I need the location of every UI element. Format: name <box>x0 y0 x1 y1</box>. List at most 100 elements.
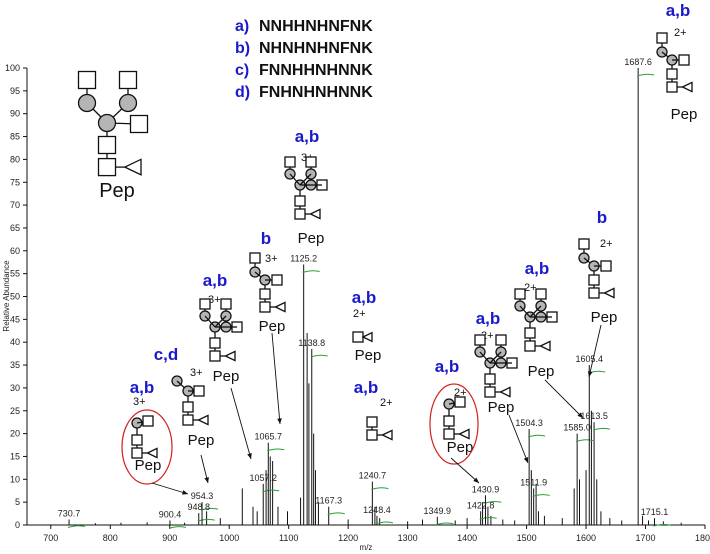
annotation-peptide: Pep <box>259 318 286 335</box>
annotation-label: a,b <box>130 378 155 397</box>
fucose-triangle <box>541 341 551 350</box>
galactose-circle <box>99 115 116 132</box>
charge-state: 2+ <box>524 282 537 294</box>
galactose-circle <box>79 95 96 112</box>
annotation-peptide: Pep <box>671 106 698 123</box>
peak-annotation: a,b 2+ Pep <box>515 259 583 418</box>
monoisotopic-marker <box>267 449 284 451</box>
glcnac-square <box>194 386 204 396</box>
x-tick-label: 1700 <box>636 533 656 543</box>
y-tick-label: 5 <box>15 497 20 507</box>
fucose-triangle <box>199 415 209 424</box>
peak-label: 1349.9 <box>424 506 452 516</box>
monoisotopic-marker <box>169 527 186 529</box>
annotation-label: b <box>261 229 271 248</box>
peak-label: 1585.0 <box>563 423 591 433</box>
peak-label: 1167.3 <box>315 496 342 506</box>
annotation-arrow <box>272 333 280 424</box>
x-tick-label: 1500 <box>517 533 537 543</box>
annotation-arrow <box>545 380 583 418</box>
fucose-triangle <box>605 288 615 297</box>
charge-state: 2+ <box>380 397 393 409</box>
y-tick-label: 15 <box>10 451 20 461</box>
arrow-head <box>204 477 209 483</box>
annotation-peptide: Pep <box>591 309 618 326</box>
glcnac-square <box>99 159 116 176</box>
glcnac-square <box>444 416 454 426</box>
x-tick-label: 1300 <box>398 533 418 543</box>
charge-state: 3+ <box>133 396 146 408</box>
peak-label: 1240.7 <box>359 471 387 481</box>
peak-label: 1687.6 <box>624 57 652 67</box>
y-tick-label: 35 <box>10 360 20 370</box>
peak-label: 1125.2 <box>290 254 317 264</box>
peak-annotation: a,b3+ Pep <box>122 378 188 495</box>
x-axis-title: m/z <box>360 543 373 552</box>
fucose-triangle <box>125 159 141 175</box>
annotation-label: a,b <box>354 378 379 397</box>
y-tick-label: 40 <box>10 337 20 347</box>
glcnac-square <box>131 116 148 133</box>
annotation-label: b <box>597 208 607 227</box>
y-tick-label: 30 <box>10 383 20 393</box>
fucose-triangle <box>311 209 321 218</box>
fucose-triangle <box>460 429 470 438</box>
arrow-head <box>182 490 188 494</box>
arrow-head <box>247 453 251 459</box>
x-tick-label: 1200 <box>338 533 358 543</box>
charge-state: 2+ <box>353 308 366 320</box>
x-tick-label: 1000 <box>219 533 239 543</box>
monoisotopic-marker <box>311 355 328 357</box>
monoisotopic-marker <box>303 271 320 273</box>
peak-annotation: a,b2+Pep <box>352 288 382 364</box>
glcnac-square <box>485 387 495 397</box>
monoisotopic-marker <box>637 74 654 76</box>
peak-annotation: a,b2+Pep <box>657 1 697 123</box>
sequence-legend: a) NNHHNHNFNKb) NHNHNHNFNKc) FNNHHNHNNKd) FN… <box>235 18 373 101</box>
glcnac-square <box>295 196 305 206</box>
annotation-label: a,b <box>476 309 501 328</box>
glcnac-square <box>183 415 193 425</box>
x-tick-label: 1100 <box>279 533 298 543</box>
fucose-triangle <box>363 333 372 342</box>
annotation-peptide: Pep <box>188 432 215 449</box>
y-tick-label: 55 <box>10 269 20 279</box>
annotation-label: c,d <box>154 345 179 364</box>
annotation-label: a,b <box>352 288 377 307</box>
glcnac-square <box>515 289 525 299</box>
annotation-arrow <box>152 483 188 494</box>
legend-key: a) <box>235 18 249 35</box>
peak-label: 900.4 <box>159 509 182 519</box>
y-tick-label: 10 <box>10 474 20 484</box>
peak-annotation: a,b2+ <box>354 378 393 440</box>
peak-label: 1057.2 <box>249 473 277 483</box>
glycan-peptide-label: Pep <box>99 180 135 202</box>
annotation-label: a,b <box>295 127 320 146</box>
annotation-label: a,b <box>666 1 691 20</box>
peak-label: 948.8 <box>187 502 210 512</box>
peak-annotation: a,b2+Pep <box>475 309 528 463</box>
glcnac-square <box>285 157 295 167</box>
x-tick-label: 700 <box>43 533 58 543</box>
y-tick-label: 60 <box>10 246 20 256</box>
annotation-peptide: Pep <box>528 363 555 380</box>
x-axis-ticks: 700 800 900 1000 1100 1200 1300 1400 1500 1600 170… <box>43 525 710 543</box>
y-tick-label: 50 <box>10 292 20 302</box>
glcnac-square <box>367 417 377 427</box>
legend-sequence: NNHHNHNFNK <box>259 18 373 35</box>
glcnac-square <box>601 261 611 271</box>
peak-annotation: b3+Pep <box>250 229 285 424</box>
annotation-arrow <box>231 388 251 459</box>
glcnac-square <box>579 239 589 249</box>
peak-label: 1422.8 <box>467 500 495 510</box>
legend-sequence: FNHNHNHNNK <box>259 84 373 101</box>
monoisotopic-marker <box>576 440 593 442</box>
glcnac-square <box>210 338 220 348</box>
annotation-label: a,b <box>525 259 550 278</box>
glcnac-square <box>536 289 546 299</box>
glcnac-square <box>475 335 485 345</box>
peak-label: 954.3 <box>191 491 214 501</box>
peak-annotation: c,d 3+ Pep <box>154 345 215 483</box>
peak-label: 1138.8 <box>298 338 325 348</box>
monoisotopic-marker <box>68 526 85 528</box>
